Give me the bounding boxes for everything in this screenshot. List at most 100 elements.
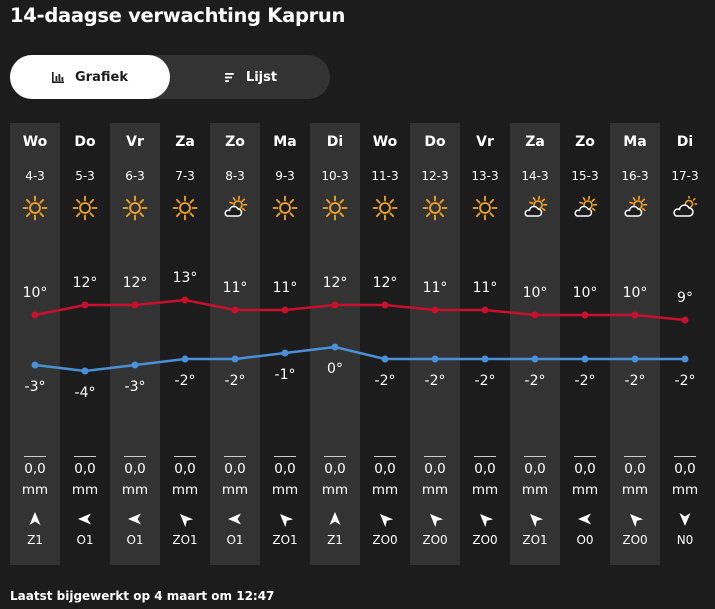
min-temperature: -2° — [424, 373, 446, 389]
day-name: Za — [525, 134, 545, 150]
day-date: 11-3 — [371, 169, 399, 183]
cloudy-icon — [672, 195, 698, 221]
max-temperature: 10° — [22, 285, 48, 301]
precipitation-unit: mm — [271, 482, 299, 498]
day-name: Wo — [372, 134, 398, 150]
precipitation-value: 0,0 — [174, 461, 196, 477]
day-name: Zo — [225, 134, 245, 150]
rain-divider — [574, 456, 596, 457]
wind-label: ZO1 — [172, 533, 198, 547]
day-column: Wo 4-3 10° -3° 0,0 mm Z1 — [10, 123, 60, 565]
day-date: 16-3 — [621, 169, 649, 183]
min-temperature: -2° — [624, 373, 646, 389]
wind-arrow-icon — [27, 511, 43, 527]
max-temperature: 12° — [122, 275, 148, 291]
wind-arrow-icon — [177, 511, 194, 528]
day-date: 12-3 — [421, 169, 449, 183]
day-name: Vr — [476, 134, 494, 150]
sun-icon — [422, 195, 448, 221]
day-column: Za 7-3 13° -2° 0,0 mm ZO1 — [160, 123, 210, 565]
precipitation-value: 0,0 — [624, 461, 646, 477]
wind-label: ZO1 — [522, 533, 548, 547]
rain-divider — [174, 456, 196, 457]
bar-chart-icon — [52, 71, 65, 83]
min-temperature: -4° — [74, 385, 96, 401]
wind-label: O1 — [226, 533, 244, 547]
rain-divider — [474, 456, 496, 457]
sun-icon — [272, 195, 298, 221]
day-column: Do 5-3 12° -4° 0,0 mm O1 — [60, 123, 110, 565]
min-temperature: -1° — [274, 367, 296, 383]
sun-icon — [472, 195, 498, 221]
precipitation-value: 0,0 — [424, 461, 446, 477]
precipitation-value: 0,0 — [374, 461, 396, 477]
graph-view-button[interactable]: Grafiek — [10, 55, 170, 99]
day-date: 8-3 — [225, 169, 245, 183]
day-name: Ma — [623, 134, 647, 150]
sun-icon — [22, 195, 48, 221]
rain-divider — [74, 456, 96, 457]
min-temperature: -2° — [674, 373, 696, 389]
wind-label: Z1 — [27, 533, 43, 547]
min-temperature: -3° — [24, 379, 46, 395]
day-name: Vr — [126, 134, 144, 150]
graph-view-label: Grafiek — [75, 69, 128, 85]
partly-cloudy-icon — [222, 195, 248, 221]
precipitation-unit: mm — [521, 482, 549, 498]
rain-divider — [24, 456, 46, 457]
page-title: 14-daagse verwachting Kaprun — [10, 4, 346, 27]
wind-label: ZO1 — [272, 533, 298, 547]
wind-arrow-icon — [427, 511, 444, 528]
wind-arrow-icon — [127, 511, 143, 527]
precipitation-value: 0,0 — [524, 461, 546, 477]
max-temperature: 11° — [272, 280, 298, 296]
precipitation-unit: mm — [471, 482, 499, 498]
precipitation-value: 0,0 — [274, 461, 296, 477]
list-view-label: Lijst — [245, 69, 278, 85]
wind-label: ZO0 — [472, 533, 498, 547]
precipitation-unit: mm — [671, 482, 699, 498]
max-temperature: 12° — [72, 275, 98, 291]
day-name: Wo — [22, 134, 48, 150]
day-date: 13-3 — [471, 169, 499, 183]
last-updated-text: Laatst bijgewerkt op 4 maart om 12:47 — [10, 589, 275, 603]
wind-label: ZO0 — [622, 533, 648, 547]
precipitation-unit: mm — [21, 482, 49, 498]
day-column: Vr 13-3 11° -2° 0,0 mm ZO0 — [460, 123, 510, 565]
wind-arrow-icon — [477, 511, 494, 528]
max-temperature: 11° — [422, 280, 448, 296]
max-temperature: 10° — [522, 285, 548, 301]
wind-arrow-icon — [627, 511, 644, 528]
day-name: Di — [676, 134, 694, 150]
precipitation-value: 0,0 — [124, 461, 146, 477]
day-date: 9-3 — [275, 169, 295, 183]
day-date: 6-3 — [125, 169, 145, 183]
min-temperature: -2° — [374, 373, 396, 389]
min-temperature: -2° — [524, 373, 546, 389]
day-column: Di 17-3 9° -2° 0,0 mm N0 — [660, 123, 710, 565]
min-temperature: -3° — [124, 379, 146, 395]
wind-arrow-icon — [277, 511, 294, 528]
precipitation-value: 0,0 — [224, 461, 246, 477]
wind-label: ZO0 — [422, 533, 448, 547]
sun-icon — [122, 195, 148, 221]
max-temperature: 13° — [172, 270, 198, 286]
day-date: 14-3 — [521, 169, 549, 183]
precipitation-unit: mm — [371, 482, 399, 498]
day-column: Zo 15-3 10° -2° 0,0 mm O0 — [560, 123, 610, 565]
max-temperature: 12° — [372, 275, 398, 291]
wind-label: O1 — [76, 533, 94, 547]
day-name: Ma — [273, 134, 297, 150]
sun-icon — [372, 195, 398, 221]
wind-arrow-icon — [77, 511, 93, 527]
wind-arrow-icon — [327, 511, 343, 527]
list-view-button[interactable]: Lijst — [170, 55, 330, 99]
day-column: Zo 8-3 11° -2° 0,0 mm O1 — [210, 123, 260, 565]
day-name: Zo — [575, 134, 595, 150]
wind-arrow-icon — [377, 511, 394, 528]
precipitation-value: 0,0 — [24, 461, 46, 477]
sun-icon — [172, 195, 198, 221]
precipitation-value: 0,0 — [324, 461, 346, 477]
wind-label: Z1 — [327, 533, 343, 547]
precipitation-value: 0,0 — [574, 461, 596, 477]
